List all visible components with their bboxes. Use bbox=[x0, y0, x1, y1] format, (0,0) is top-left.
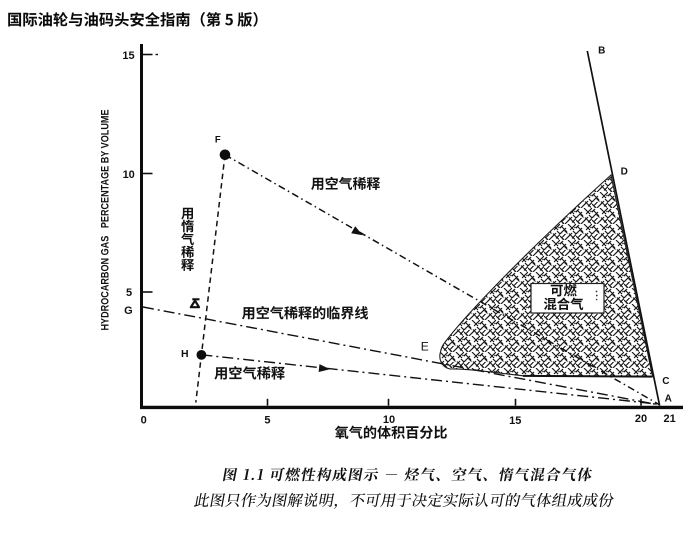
svg-text:15: 15 bbox=[509, 415, 521, 427]
svg-text:C: C bbox=[662, 376, 669, 387]
svg-text:H: H bbox=[181, 348, 189, 360]
svg-text:10: 10 bbox=[123, 169, 135, 181]
svg-text:A: A bbox=[665, 394, 672, 405]
svg-text:5: 5 bbox=[264, 414, 270, 426]
svg-text:0: 0 bbox=[141, 414, 147, 426]
svg-text:15: 15 bbox=[122, 50, 134, 62]
svg-text:B: B bbox=[598, 46, 605, 57]
svg-text:10: 10 bbox=[383, 414, 395, 426]
svg-text:F: F bbox=[215, 134, 221, 145]
svg-text:20: 20 bbox=[635, 413, 647, 425]
svg-text:21: 21 bbox=[663, 413, 675, 425]
svg-text:E: E bbox=[421, 340, 429, 354]
svg-text:5: 5 bbox=[126, 287, 132, 299]
svg-text:G: G bbox=[124, 305, 133, 317]
svg-text:D: D bbox=[621, 167, 628, 178]
svg-text:HYDROCARBON GAS PERCENTAGE B: HYDROCARBON GAS PERCENTAGE BY VOLUME bbox=[100, 110, 112, 331]
